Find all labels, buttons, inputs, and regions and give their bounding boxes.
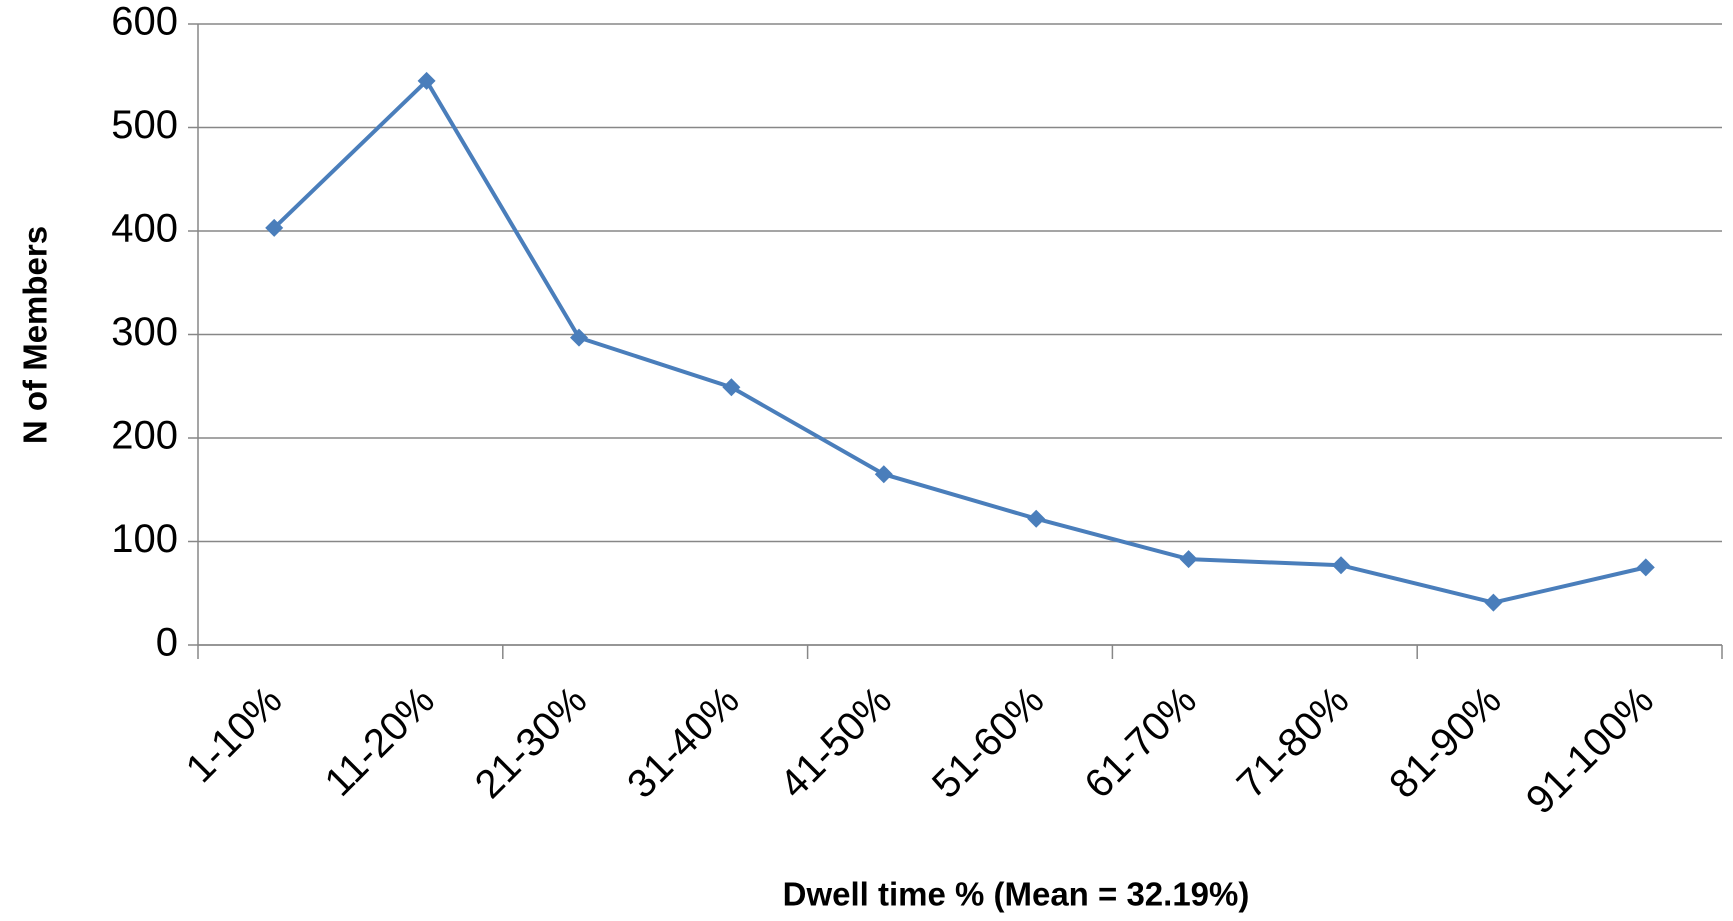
x-tick-label: 51-60% xyxy=(924,678,1053,807)
y-tick-label: 400 xyxy=(111,207,178,251)
x-tick-label: 41-50% xyxy=(772,678,901,807)
x-axis-title: Dwell time % (Mean = 32.19%) xyxy=(783,876,1250,913)
data-point xyxy=(265,218,284,237)
x-tick-label: 1-10% xyxy=(178,678,291,791)
data-point xyxy=(1332,556,1350,575)
x-tick-label: 71-80% xyxy=(1229,678,1358,807)
y-tick-label: 100 xyxy=(111,517,178,561)
data-point xyxy=(417,71,436,90)
data-point xyxy=(1484,593,1503,612)
y-tick-label: 500 xyxy=(111,103,178,147)
y-axis-title: N of Members xyxy=(17,226,54,444)
y-tick-label: 0 xyxy=(156,621,178,665)
data-point xyxy=(722,378,741,397)
y-tick-label: 600 xyxy=(111,0,178,44)
x-tick-label: 21-30% xyxy=(467,678,596,807)
x-tick-label: 91-100% xyxy=(1518,678,1662,822)
data-point xyxy=(1179,550,1198,569)
data-point xyxy=(570,328,588,347)
x-tick-label: 31-40% xyxy=(619,678,748,807)
y-tick-label: 300 xyxy=(111,310,178,354)
x-tick-label: 81-90% xyxy=(1381,678,1510,807)
x-tick-label: 61-70% xyxy=(1076,678,1205,807)
y-tick-label: 200 xyxy=(111,414,178,458)
series-line xyxy=(272,78,1647,605)
x-tick-label: 11-20% xyxy=(316,678,443,805)
data-point xyxy=(1027,509,1046,528)
data-point xyxy=(1636,558,1655,577)
data-point xyxy=(874,465,893,484)
